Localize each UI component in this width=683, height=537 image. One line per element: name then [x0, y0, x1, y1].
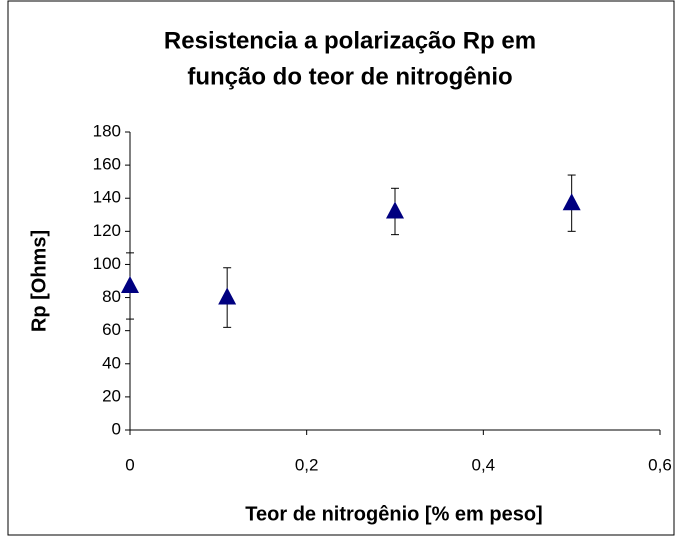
y-tick-label: 20: [102, 386, 121, 405]
y-tick-label: 140: [93, 188, 121, 207]
y-tick-label: 160: [93, 155, 121, 174]
y-tick-label: 60: [102, 320, 121, 339]
chart-title-line-1: Resistencia a polarização Rp em: [164, 27, 536, 54]
chart-frame: [7, 0, 675, 536]
x-axis-label: Teor de nitrogênio [% em peso]: [245, 503, 542, 525]
y-tick-label: 40: [102, 353, 121, 372]
y-tick-label: 80: [102, 287, 121, 306]
x-tick-label: 0: [125, 455, 134, 474]
x-tick-label: 0,4: [472, 455, 496, 474]
chart-title-line-2: função do teor de nitrogênio: [187, 63, 512, 90]
marker: [218, 287, 237, 305]
y-tick-label: 120: [93, 221, 121, 240]
x-tick-label: 0,2: [295, 455, 319, 474]
marker: [562, 193, 581, 211]
x-tick-label: 0,6: [648, 455, 672, 474]
marker: [121, 275, 139, 293]
y-tick-label: 100: [93, 254, 121, 273]
y-tick-label: 180: [93, 121, 121, 140]
y-axis-label: Rp [Ohms]: [28, 230, 50, 332]
marker: [386, 201, 404, 219]
y-tick-label: 0: [112, 419, 121, 438]
